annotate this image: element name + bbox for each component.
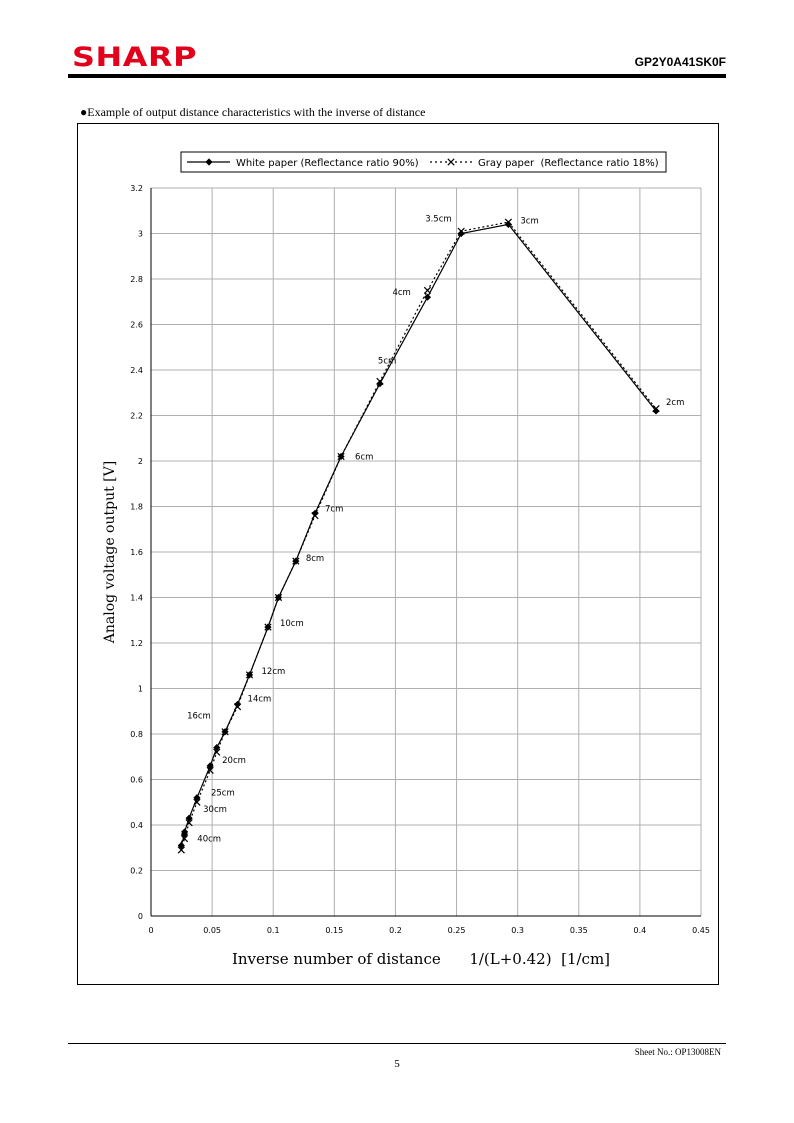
data-point-white-paper — [213, 744, 221, 752]
distance-label: 25cm — [211, 789, 235, 799]
data-point-gray-paper — [504, 218, 513, 226]
data-point-white-paper — [376, 380, 384, 388]
y-tick-label: 0.6 — [130, 776, 143, 785]
distance-label: 4cm — [392, 288, 410, 298]
distance-label: 30cm — [203, 805, 227, 815]
data-point-gray-paper — [337, 452, 345, 461]
page-number: 5 — [394, 1058, 400, 1070]
y-tick-label: 0.2 — [130, 867, 143, 876]
x-tick-label: 0.35 — [570, 926, 588, 935]
data-point-gray-paper — [264, 623, 272, 631]
x-tick-label: 0.45 — [692, 926, 710, 935]
y-tick-label: 1.4 — [130, 594, 143, 603]
y-tick-label: 1.8 — [130, 503, 143, 512]
distance-label: 2cm — [666, 398, 684, 408]
y-tick-label: 0.8 — [130, 730, 143, 739]
data-point-white-paper — [181, 828, 189, 836]
y-tick-label: 2.4 — [130, 366, 143, 375]
y-tick-label: 2.2 — [130, 412, 143, 421]
data-point-white-paper — [193, 794, 201, 802]
distance-label: 12cm — [262, 667, 286, 677]
data-point-gray-paper — [233, 703, 242, 711]
x-tick-label: 0 — [148, 926, 153, 935]
x-tick-label: 0.1 — [267, 926, 280, 935]
x-tick-label: 0.4 — [634, 926, 647, 935]
data-point-gray-paper — [180, 835, 189, 843]
x-tick-label: 0.2 — [389, 926, 402, 935]
legend-marker-gray-paper — [447, 158, 455, 166]
chart-caption: ●Example of output distance characterist… — [80, 105, 426, 119]
distance-label: 3.5cm — [425, 215, 451, 225]
data-point-gray-paper — [423, 286, 432, 294]
x-axis-title: Inverse number of distance 1/(L+0.42) [1… — [232, 950, 610, 968]
y-tick-label: 1.6 — [130, 548, 143, 557]
data-point-gray-paper — [274, 593, 283, 602]
data-point-white-paper — [311, 509, 319, 517]
y-axis-title: Analog voltage output [V] — [102, 461, 118, 644]
data-point-gray-paper — [245, 671, 254, 679]
distance-label: 40cm — [197, 834, 221, 844]
y-tick-label: 1.2 — [130, 639, 143, 648]
y-tick-label: 2 — [138, 457, 143, 466]
model-number: GP2Y0A41SK0F — [634, 55, 726, 69]
data-point-gray-paper — [376, 377, 384, 385]
y-tick-label: 2.8 — [130, 275, 143, 284]
data-point-gray-paper — [652, 405, 660, 413]
distance-label: 14cm — [248, 694, 272, 704]
x-tick-label: 0.15 — [325, 926, 343, 935]
data-point-gray-paper — [221, 728, 229, 736]
data-point-gray-paper — [311, 511, 319, 520]
y-tick-label: 2.6 — [130, 321, 143, 330]
header-rule — [68, 74, 726, 78]
legend-marker-white-paper — [205, 158, 213, 166]
data-point-white-paper — [504, 220, 512, 228]
chart-svg: 0 0.05 0.1 0.15 0.2 0.25 0.3 0.35 0.4 0.45 0 0.2 0.4… — [102, 151, 710, 968]
series-line-gray-paper — [180, 221, 657, 851]
distance-label: 5cm — [378, 357, 396, 367]
chart-frame: 0 0.05 0.1 0.15 0.2 0.25 0.3 0.35 0.4 0.45 0 0.2 0.4… — [77, 123, 719, 985]
footer-rule — [68, 1043, 726, 1044]
y-tick-label: 3.2 — [130, 184, 143, 193]
legend-label-gray-paper: Gray paper (Reflectance ratio 18%) — [478, 158, 659, 169]
distance-label: 20cm — [222, 756, 246, 766]
sheet-number: Sheet No.: OP13008EN — [634, 1047, 721, 1057]
distance-label: 10cm — [280, 619, 304, 629]
legend-label-white-paper: White paper (Reflectance ratio 90%) — [236, 158, 419, 169]
x-tick-label: 0.3 — [511, 926, 524, 935]
data-point-gray-paper — [213, 748, 221, 756]
y-tick-label: 1 — [138, 685, 143, 694]
series-line-white-paper — [180, 223, 657, 846]
data-point-gray-paper — [457, 227, 465, 235]
data-point-white-paper — [457, 229, 465, 238]
x-tick-label: 0.25 — [448, 926, 466, 935]
distance-label: 16cm — [187, 712, 211, 722]
data-point-gray-paper — [292, 557, 300, 565]
data-point-white-paper — [185, 814, 193, 822]
data-point-gray-paper — [177, 846, 185, 854]
data-point-gray-paper — [206, 766, 214, 775]
distance-label: 3cm — [520, 216, 538, 226]
distance-label: 6cm — [355, 452, 373, 462]
legend-box — [180, 151, 667, 173]
x-tick-label: 0.05 — [203, 926, 221, 935]
data-point-white-paper — [423, 293, 432, 301]
y-tick-label: 0 — [138, 912, 143, 921]
data-point-gray-paper — [193, 798, 201, 806]
brand-logo: SHARP — [72, 42, 198, 73]
data-point-gray-paper — [185, 819, 193, 827]
distance-label: 7cm — [325, 504, 343, 514]
y-tick-label: 0.4 — [130, 821, 143, 830]
distance-label: 8cm — [306, 554, 324, 564]
y-tick-label: 3 — [138, 230, 143, 239]
data-point-white-paper — [652, 407, 660, 415]
